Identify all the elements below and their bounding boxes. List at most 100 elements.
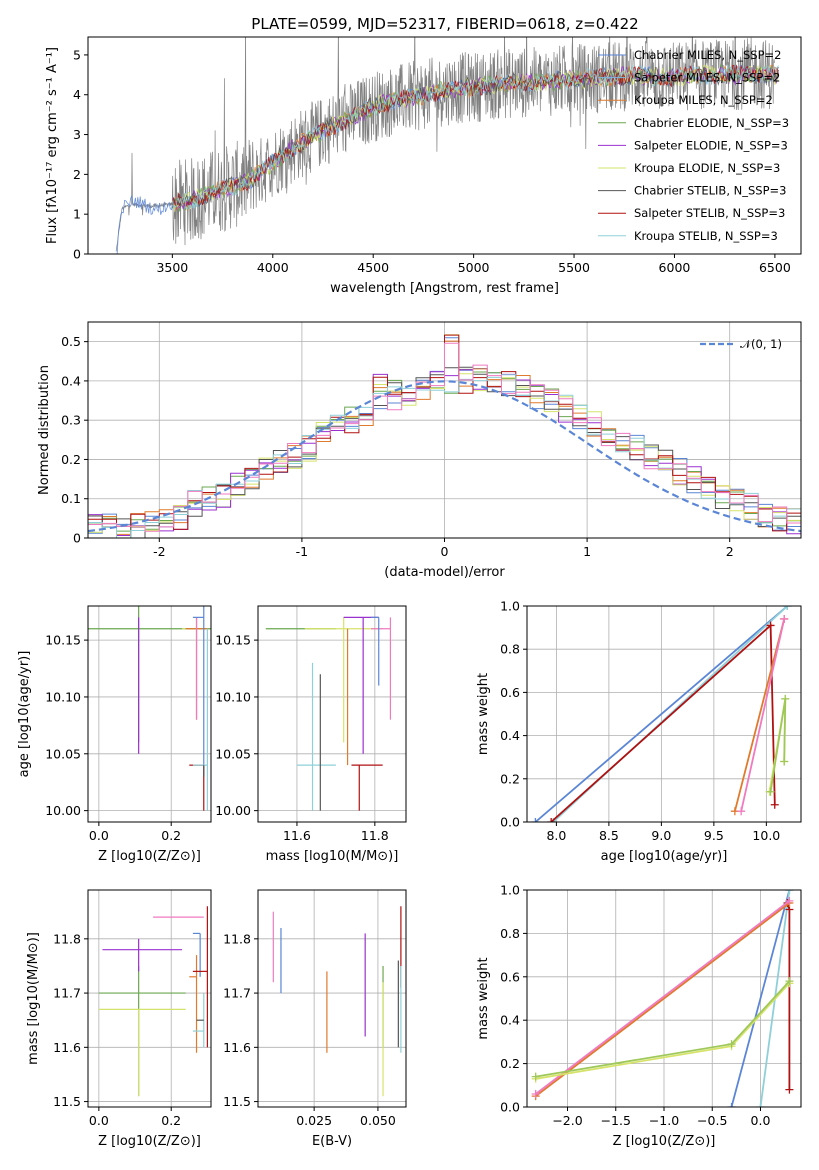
spectrum-model-line [172,65,779,209]
x-tick-label: 0.0 [89,828,109,843]
errorbar-point [98,965,186,1097]
x-tick-label: 0 [441,544,449,559]
weight-marker [781,694,790,703]
x-axis-label: wavelength [Angstrom, rest frame] [330,281,559,296]
x-tick-label: 6500 [759,260,791,275]
errorbar-point [102,938,183,972]
x-tick-label: 5500 [558,260,590,275]
legend-entry-label: 𝒩(0, 1) [740,337,782,351]
errorbar-point [304,617,383,743]
y-tick-label: 0.2 [61,452,81,467]
x-tick-label: 9.5 [704,828,724,843]
y-tick-label: 1 [73,207,81,222]
axes-frame [526,605,802,823]
x-tick-label: 8.5 [599,828,619,843]
y-axis-label: Normed distribution [37,365,52,495]
x-axis-label: Z [log10(Z/Z⊙)] [98,1134,201,1149]
x-tick-label: 4000 [257,260,289,275]
axes-z-weight: −2.0 −1.5 −1.0 −0.5 0.0 0.0 0.2 0.4 0.6 0.8 1.0 Z [… [476,883,802,1149]
x-tick-label: 0.0 [751,1113,771,1128]
y-tick-label: 0.0 [500,1100,520,1115]
x-tick-label: 9.0 [651,828,671,843]
weight-marker [737,807,746,816]
errorbar-point [296,662,336,811]
y-tick-label: 0.2 [500,1056,520,1071]
y-tick-label: 11.8 [53,931,81,946]
x-tick-label: 0.025 [296,1113,332,1128]
y-tick-label: 0.2 [500,771,520,786]
y-tick-label: 0.5 [61,334,81,349]
errorbar-point [351,764,383,811]
y-tick-label: 0.8 [500,642,520,657]
spectrum-model-line [172,64,779,208]
legend-entry-label: Salpeter MILES, N_SSP=2 [634,71,780,85]
errorbar-point [370,617,392,720]
x-tick-label: −1.5 [601,1113,631,1128]
y-tick-label: 10.10 [45,689,81,704]
x-tick-label: 11.8 [361,828,389,843]
errorbar-point [192,628,208,811]
legend-entry-label: Kroupa STELIB, N_SSP=3 [634,229,778,243]
legend: 𝒩(0, 1) [700,337,782,351]
x-axis-label: Z [log10(Z/Z⊙)] [613,1134,716,1149]
y-tick-label: 0 [73,531,81,546]
legend-entry-label: Salpeter ELODIE, N_SSP=3 [634,138,788,152]
x-tick-label: 4500 [357,260,389,275]
axes-frame [87,605,212,823]
x-tick-label: -2 [153,544,165,559]
legend-entry-label: Kroupa MILES, N_SSP=2 [634,93,773,107]
plot-area-age-weight [531,606,792,822]
weight-line [740,618,786,812]
x-tick-label: −2.0 [552,1113,582,1128]
spectrum-data-line [115,37,775,252]
y-tick-label: 11.5 [53,1094,81,1109]
weight-line [550,623,776,822]
x-axis-label: age [log10(age/yr)] [601,849,728,864]
plot-area-residuals [88,334,801,538]
weight-marker [785,1085,794,1094]
errorbar-point [192,932,201,977]
y-axis-label: age [log10(age/yr)] [17,651,32,778]
weight-marker [780,757,789,766]
y-tick-label: 0.8 [500,926,520,941]
x-tick-label: 6000 [659,260,691,275]
y-tick-label: 10.05 [45,746,81,761]
y-tick-label: 10.15 [215,633,251,648]
plot-area-mass-age [265,616,392,811]
y-tick-label: 10.05 [215,746,251,761]
x-tick-label: -1 [296,544,308,559]
x-tick-label: 10.0 [752,828,780,843]
plot-area-ebv-mass [272,906,402,1097]
weight-marker [783,606,792,610]
weight-marker [785,896,794,905]
x-tick-label: −0.5 [697,1113,727,1128]
weight-marker [547,818,556,822]
errorbar-point [88,606,211,743]
weight-line [786,902,791,1090]
x-tick-label: 8.0 [546,828,566,843]
y-tick-label: 11.6 [53,1040,81,1055]
weight-line [734,618,786,812]
x-tick-label: 0.0 [89,1113,109,1128]
spectrum-model-line [172,64,779,211]
x-axis-label: E(B-V) [312,1134,352,1149]
y-tick-label: 0.6 [500,969,520,984]
x-tick-label: 11.6 [283,828,311,843]
errorbar-point [189,764,205,811]
y-tick-label: 10.10 [215,689,251,704]
y-tick-label: 0.3 [61,413,81,428]
figure-title: PLATE=0599, MJD=52317, FIBERID=0618, z=0… [251,15,638,33]
errorbar-point [370,616,380,686]
y-tick-label: 3 [73,127,81,142]
legend: Chabrier MILES, N_SSP=2 Salpeter MILES, N… [598,48,789,243]
weight-marker [785,890,794,894]
x-axis-label: (data-model)/error [384,565,505,580]
axes-frame [257,889,407,1108]
y-tick-label: 0.4 [61,373,81,388]
axes-z-age: 0.0 0.2 10.00 10.05 10.10 10.15 Z [log10(Z/Z⊙)… [17,605,212,864]
y-axis-label: mass weight [476,673,491,755]
x-axis-label: Z [log10(Z/Z⊙)] [98,849,201,864]
weight-line [535,980,791,1078]
weight-marker [727,1103,736,1107]
